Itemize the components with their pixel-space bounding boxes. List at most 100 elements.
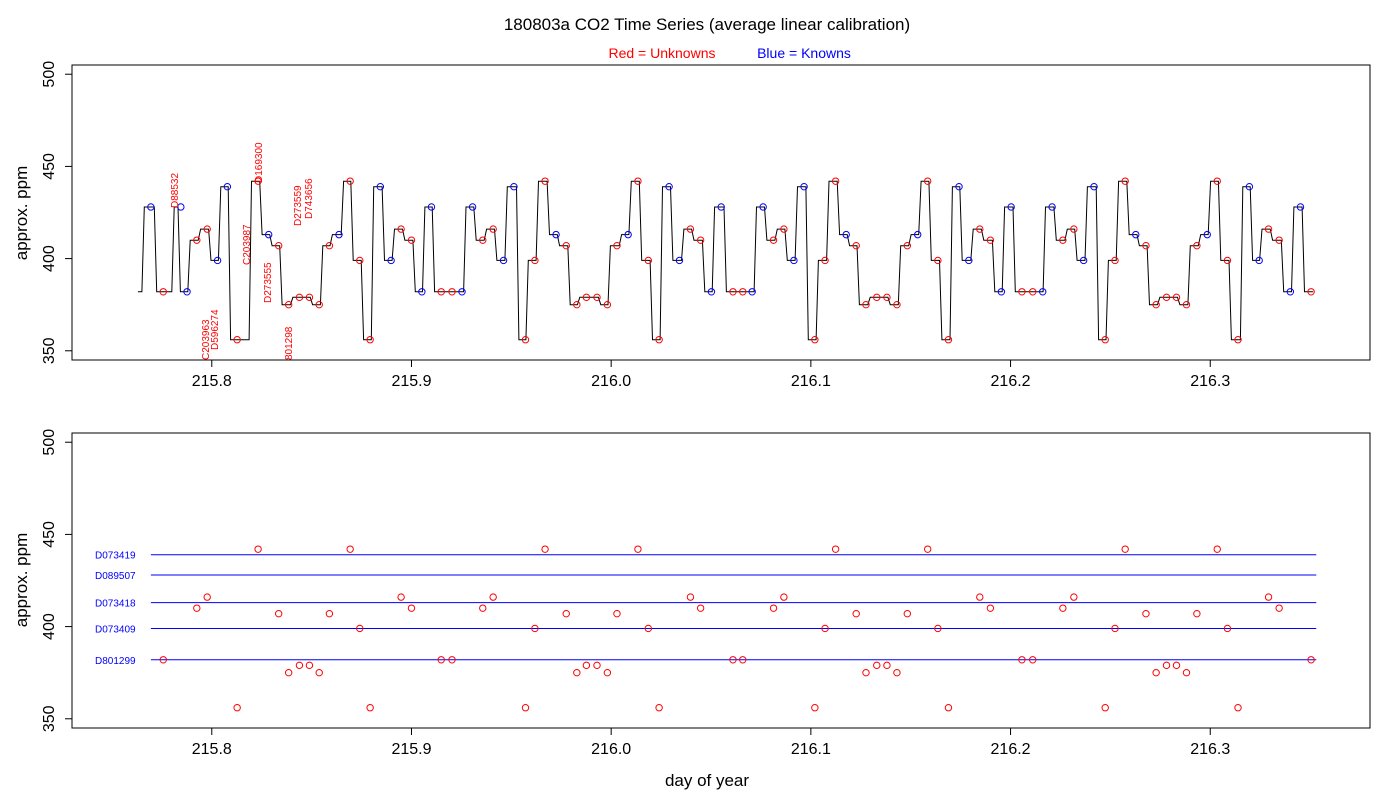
bottom-unknown-point xyxy=(934,624,942,633)
top-unknown-point xyxy=(521,336,530,344)
top-known-point xyxy=(913,230,922,239)
top-unknown-point xyxy=(274,241,283,250)
legend-knowns: Blue = Knowns xyxy=(757,45,851,61)
reference-line-label: D089507 xyxy=(95,571,136,582)
top-unknown-point xyxy=(573,300,581,309)
top-unknown-point xyxy=(1193,241,1201,250)
top-known-point xyxy=(1039,288,1047,296)
top-known-point xyxy=(1286,288,1295,296)
bottom-unknown-point xyxy=(573,668,581,677)
bottom-unknown-point xyxy=(356,624,364,633)
bottom-unknown-point xyxy=(1142,609,1150,618)
reference-line-label: D073409 xyxy=(95,624,136,635)
reference-line-label: D073419 xyxy=(95,551,136,562)
top-unknown-point xyxy=(593,293,601,302)
top-unknown-point xyxy=(934,256,942,265)
bottom-unknown-point xyxy=(193,604,201,612)
top-unknown-point xyxy=(437,288,445,296)
top-known-point xyxy=(1090,182,1098,191)
top-unknown-point xyxy=(1213,177,1221,185)
annotation-d169300: D169300 xyxy=(254,142,265,183)
bottom-x-tick-label: 215.9 xyxy=(391,741,431,758)
top-known-point xyxy=(1079,256,1088,265)
top-unknown-point xyxy=(1142,241,1150,250)
annotation-801298: 801298 xyxy=(284,326,295,360)
top-known-point xyxy=(427,203,436,211)
top-known-point xyxy=(1132,230,1140,239)
bottom-unknown-point xyxy=(295,661,304,670)
top-known-point xyxy=(177,203,185,211)
bottom-unknown-point xyxy=(613,609,621,618)
bottom-unknown-point xyxy=(284,668,293,677)
bottom-unknown-point xyxy=(634,545,642,553)
top-unknown-point xyxy=(1111,256,1119,265)
annotation-c203963: C203963 xyxy=(201,319,212,360)
bottom-unknown-point xyxy=(986,604,995,612)
top-unknown-point xyxy=(1059,236,1067,244)
top-unknown-point xyxy=(1018,288,1026,296)
top-unknown-point xyxy=(1172,293,1181,302)
top-y-tick-label: 450 xyxy=(41,153,58,180)
bottom-unknown-point xyxy=(1029,656,1037,664)
bottom-unknown-point xyxy=(233,704,241,712)
bottom-unknown-point xyxy=(1234,704,1242,712)
bottom-x-tick-label: 216.0 xyxy=(591,741,631,758)
top-known-point xyxy=(675,256,684,265)
bottom-unknown-point xyxy=(593,661,601,670)
bottom-unknown-point xyxy=(603,668,612,677)
annotation-d88532: D88532 xyxy=(170,173,181,208)
bottom-unknown-point xyxy=(780,593,788,601)
bottom-unknown-point xyxy=(1152,668,1160,677)
bottom-unknown-point xyxy=(893,668,901,677)
bottom-unknown-point xyxy=(883,661,891,670)
bottom-unknown-point xyxy=(1172,661,1181,670)
top-unknown-point xyxy=(193,236,201,244)
bottom-unknown-point xyxy=(305,661,314,670)
top-unknown-point xyxy=(729,288,737,296)
annotation-d273559: D273559 xyxy=(293,185,304,226)
annotation-d596274: D596274 xyxy=(210,309,221,350)
top-unknown-point xyxy=(944,336,953,344)
bottom-unknown-point xyxy=(944,704,953,712)
top-unknown-point xyxy=(159,288,167,296)
top-unknown-point xyxy=(893,300,901,309)
top-unknown-point xyxy=(821,256,829,265)
bottom-unknown-point xyxy=(1275,604,1283,612)
top-known-point xyxy=(335,230,343,239)
top-unknown-point xyxy=(346,177,354,185)
annotation-c203987: C203987 xyxy=(242,224,253,265)
bottom-unknown-point xyxy=(1213,545,1221,553)
top-unknown-point xyxy=(976,225,984,233)
top-unknown-point xyxy=(873,293,881,302)
top-unknown-point xyxy=(769,236,778,244)
top-unknown-point xyxy=(1182,300,1191,309)
bottom-plot-frame xyxy=(71,432,1371,729)
top-known-point xyxy=(1245,182,1254,191)
bottom-unknown-point xyxy=(1018,656,1026,664)
top-unknown-point xyxy=(448,288,456,296)
bottom-unknown-point xyxy=(203,593,211,601)
top-known-point xyxy=(624,230,632,239)
bottom-unknown-point xyxy=(254,545,262,553)
bottom-y-tick-label: 500 xyxy=(41,429,58,456)
top-unknown-point xyxy=(233,336,241,344)
bottom-axes: 215.8 215.9 216.0 216.1 216.2 216.3 350 400 450 5… xyxy=(41,429,1230,758)
bottom-unknown-point xyxy=(903,609,912,618)
top-x-tick-label: 216.0 xyxy=(591,373,631,390)
top-unknown-point xyxy=(366,336,374,344)
top-unknown-point xyxy=(634,177,642,185)
bottom-unknown-point xyxy=(644,624,653,633)
top-unknown-point xyxy=(696,236,705,244)
bottom-unknown-point xyxy=(1101,704,1109,712)
top-known-point xyxy=(1255,256,1263,265)
bottom-unknown-point xyxy=(562,609,570,618)
top-unknown-point xyxy=(1101,336,1109,344)
top-known-point xyxy=(1203,230,1211,239)
bottom-unknown-point xyxy=(1182,668,1191,677)
top-unknown-point xyxy=(531,256,539,265)
bottom-unknown-point xyxy=(923,545,932,553)
top-known-point xyxy=(552,230,560,239)
bottom-unknown-point xyxy=(1264,593,1273,601)
top-known-point xyxy=(468,203,477,211)
